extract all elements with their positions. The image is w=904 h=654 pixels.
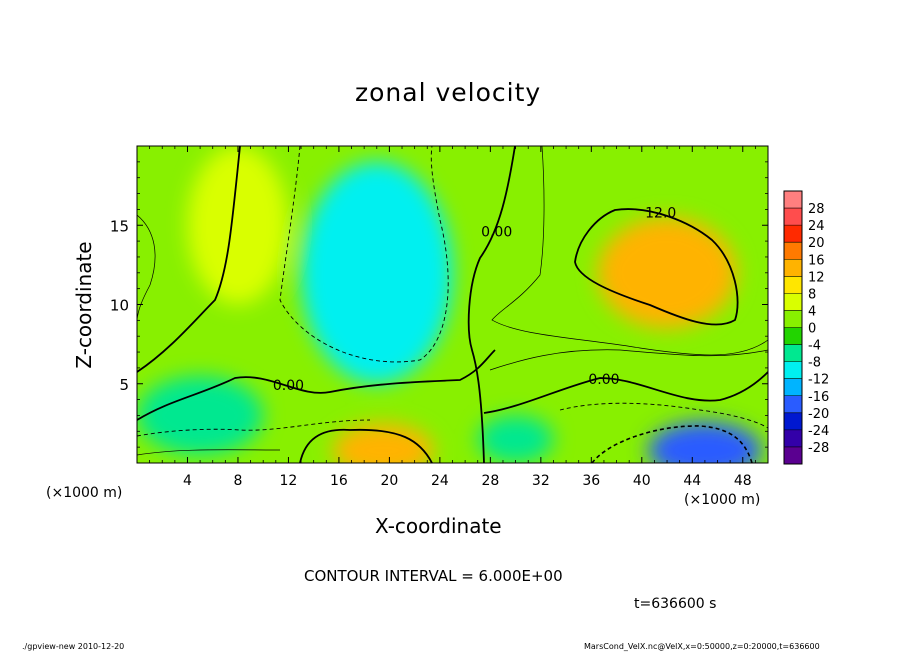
contour-line bbox=[483, 371, 768, 414]
x-tick-label: 20 bbox=[380, 473, 398, 489]
colorbar-label: 16 bbox=[808, 253, 825, 268]
contour-line bbox=[137, 419, 371, 437]
x-tick-label: 4 bbox=[183, 473, 192, 489]
x-tick-label: 24 bbox=[431, 473, 449, 489]
footer-right: MarsCond_VelX.nc@VelX,x=0:50000,z=0:2000… bbox=[584, 642, 820, 651]
field-blob bbox=[187, 146, 289, 305]
colorbar-swatch bbox=[784, 242, 802, 260]
y-unit-label: (×1000 m) bbox=[46, 485, 123, 501]
y-tick-label: 10 bbox=[110, 297, 129, 315]
contour-line bbox=[467, 146, 516, 463]
colorbar-swatch bbox=[784, 225, 802, 243]
footer-left: ./gpview-new 2010-12-20 bbox=[22, 642, 125, 651]
colorbar-label: -16 bbox=[808, 390, 829, 405]
colorbar-label: -12 bbox=[808, 373, 829, 388]
x-tick-label: 40 bbox=[633, 473, 651, 489]
contour-line bbox=[137, 449, 281, 456]
y-axis-label: Z-coordinate bbox=[72, 241, 96, 369]
y-tick-label: 15 bbox=[110, 217, 129, 235]
time-stamp: t=636600 s bbox=[634, 596, 717, 612]
field-blobs bbox=[137, 146, 762, 463]
contour-line bbox=[591, 425, 753, 463]
colorbar-swatch bbox=[784, 378, 802, 397]
field-blob bbox=[648, 421, 762, 463]
contour-line bbox=[491, 146, 768, 356]
colorbar-swatch bbox=[784, 361, 802, 380]
colorbar-label: 8 bbox=[808, 287, 816, 302]
colorbar-swatch bbox=[784, 429, 802, 448]
colorbar-label: -20 bbox=[808, 407, 829, 422]
contour-interval: CONTOUR INTERVAL = 6.000E+00 bbox=[304, 567, 563, 585]
field-blob bbox=[137, 375, 264, 456]
colorbar-swatch bbox=[784, 412, 802, 431]
field-blob bbox=[345, 225, 409, 305]
y-axis: 5 10 15 bbox=[110, 161, 768, 448]
colorbar-label: 0 bbox=[808, 322, 816, 337]
contour-lines bbox=[137, 146, 768, 463]
contour-label: 0.00 bbox=[588, 372, 619, 388]
chart-title: zonal velocity bbox=[355, 78, 542, 107]
contour-line bbox=[559, 402, 768, 429]
x-axis: 4 8 12 16 20 24 28 32 36 40 44 48 bbox=[149, 146, 756, 489]
colorbar-swatch bbox=[784, 276, 802, 294]
field-blob bbox=[597, 217, 737, 329]
colorbar-swatch bbox=[784, 259, 802, 277]
plot-fill bbox=[137, 146, 768, 463]
y-tick-label: 5 bbox=[119, 376, 129, 394]
x-tick-label: 32 bbox=[532, 473, 550, 489]
x-axis-label: X-coordinate bbox=[375, 514, 502, 538]
contour-label: 0.00 bbox=[481, 224, 512, 240]
colorbar-swatch bbox=[784, 327, 802, 346]
colorbar-swatch bbox=[784, 446, 802, 465]
contour-line bbox=[489, 349, 768, 371]
x-tick-label: 16 bbox=[330, 473, 348, 489]
x-tick-label: 12 bbox=[280, 473, 298, 489]
x-unit-label: (×1000 m) bbox=[684, 492, 761, 508]
colorbar-label: 12 bbox=[808, 270, 825, 285]
x-tick-label: 48 bbox=[734, 473, 752, 489]
colorbar-swatch bbox=[784, 191, 802, 209]
colorbar-label: -8 bbox=[808, 356, 821, 371]
colorbar-label: 28 bbox=[808, 202, 825, 217]
field-blob bbox=[477, 415, 554, 463]
contour-line bbox=[137, 146, 241, 373]
colorbar-swatch bbox=[784, 293, 802, 311]
contour-line bbox=[137, 349, 496, 421]
contour-line bbox=[279, 146, 449, 363]
x-tick-label: 44 bbox=[683, 473, 701, 489]
field-blob bbox=[332, 423, 434, 463]
contour-line bbox=[574, 208, 739, 326]
x-tick-label: 28 bbox=[481, 473, 499, 489]
colorbar-label: -28 bbox=[808, 441, 829, 456]
contour-label: 0.00 bbox=[273, 378, 304, 394]
contour-label: 12.0 bbox=[645, 205, 676, 221]
colorbar-label: 20 bbox=[808, 236, 825, 251]
x-tick-label: 8 bbox=[233, 473, 242, 489]
colorbar-swatch bbox=[784, 344, 802, 363]
colorbar-label: 4 bbox=[808, 304, 816, 319]
colorbar-label: -24 bbox=[808, 424, 829, 439]
colorbar-label: 24 bbox=[808, 219, 825, 234]
contour-line bbox=[137, 214, 156, 321]
x-tick-label: 36 bbox=[582, 473, 600, 489]
colorbar-swatch bbox=[784, 310, 802, 328]
colorbar-swatch bbox=[784, 208, 802, 226]
colorbar-swatch bbox=[784, 395, 802, 414]
contour-line bbox=[299, 428, 433, 463]
colorbar: 28 24 20 16 12 8 4 0 -4 -8 -12 -16 -20 -24 -28 bbox=[783, 190, 829, 465]
colorbar-label: -4 bbox=[808, 339, 821, 354]
contour-labels: 12.0 0.00 0.00 0.00 bbox=[273, 205, 676, 394]
